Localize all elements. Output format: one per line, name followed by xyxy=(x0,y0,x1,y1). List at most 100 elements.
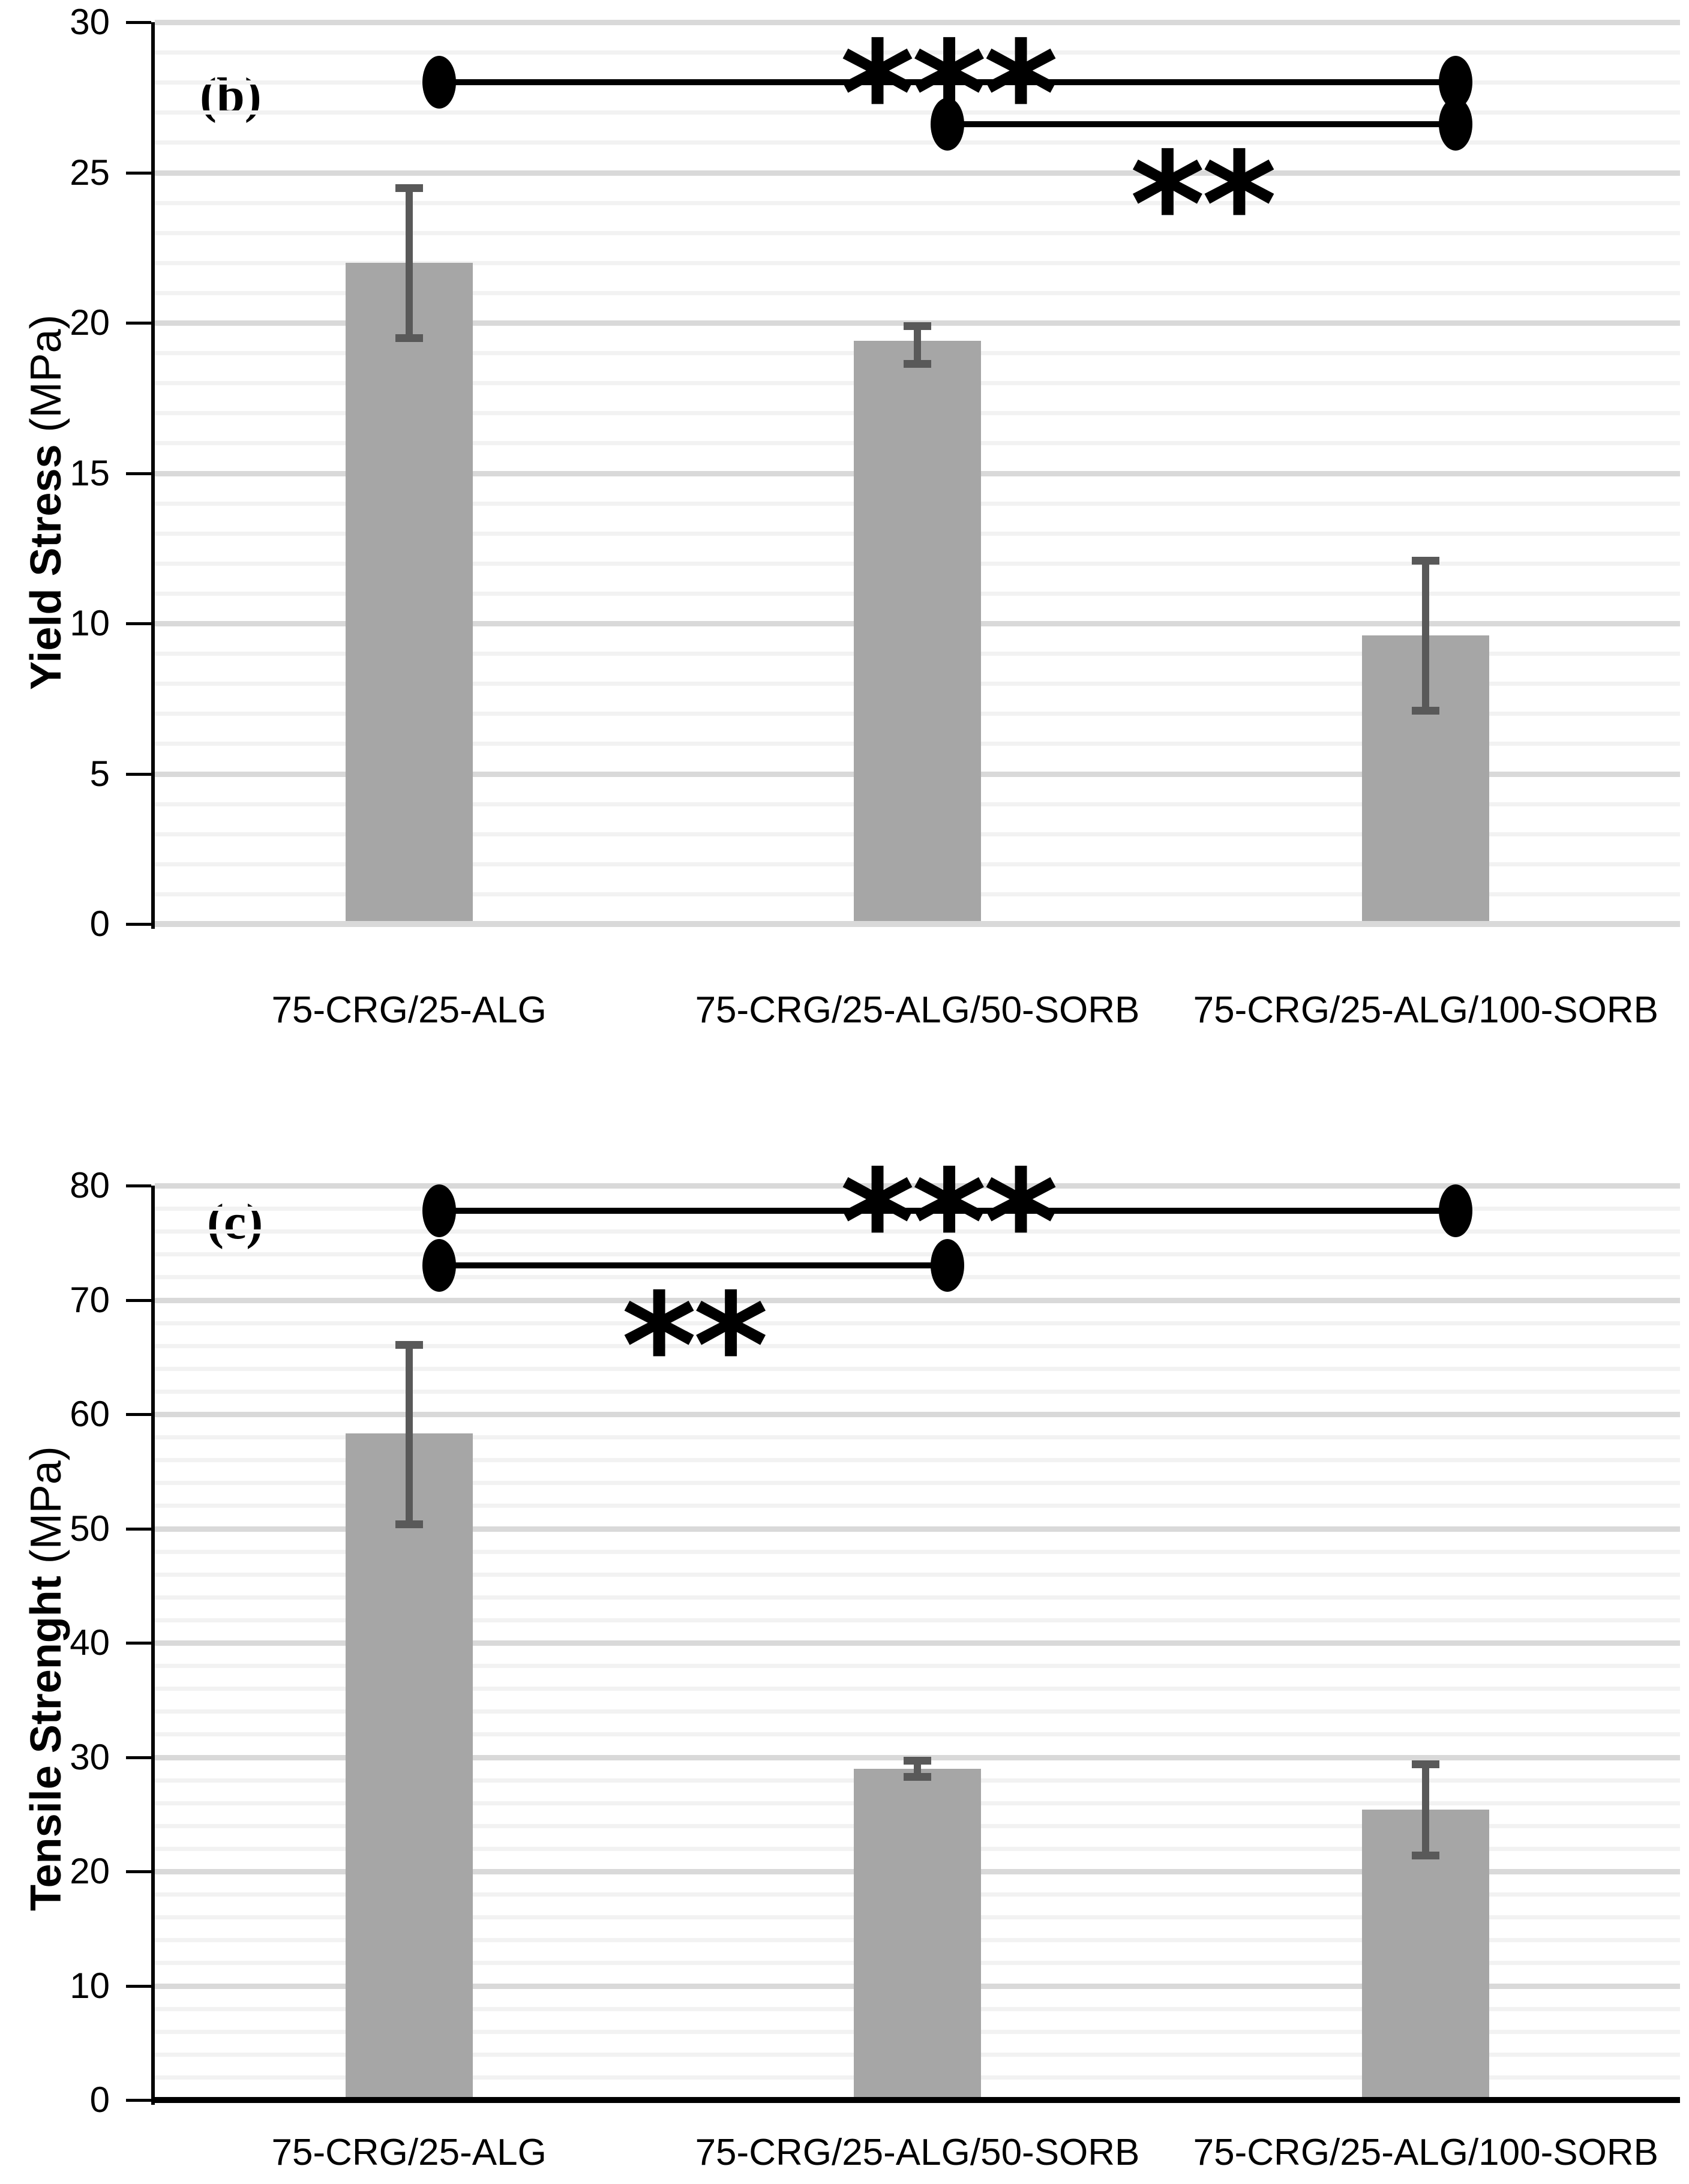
gridline-minor xyxy=(155,1595,1680,1600)
gridline-minor xyxy=(155,1366,1680,1371)
y-tick-label: 50 xyxy=(70,1508,110,1549)
gridline-major xyxy=(155,1526,1680,1532)
gridline-minor xyxy=(155,50,1680,55)
category-label: 75-CRG/25-ALG/50-SORB xyxy=(695,2132,1140,2173)
gridline-minor xyxy=(155,1458,1680,1463)
error-bar-cap-bottom xyxy=(904,359,931,368)
category-label: 75-CRG/25-ALG xyxy=(271,2132,547,2173)
gridline-minor xyxy=(155,260,1680,265)
category-label: 75-CRG/25-ALG/50-SORB xyxy=(695,989,1140,1031)
y-tick-label: 5 xyxy=(89,753,110,794)
gridline-major xyxy=(155,1412,1680,1417)
gridline-minor xyxy=(155,1504,1680,1508)
category-label: 75-CRG/25-ALG/100-SORB xyxy=(1193,2132,1658,2173)
y-tick xyxy=(126,1870,151,1873)
y-tick-label: 10 xyxy=(70,1965,110,2006)
y-tick-label: 15 xyxy=(70,452,110,493)
bar-75-CRG/25-ALG/50-SORB xyxy=(854,1768,981,2100)
y-tick xyxy=(126,923,151,926)
y-tick-label: 20 xyxy=(70,302,110,343)
gridline-major xyxy=(155,1297,1680,1303)
error-bar-cap-bottom xyxy=(395,1520,423,1528)
y-tick-label: 20 xyxy=(70,1851,110,1891)
y-tick-label: 80 xyxy=(70,1165,110,1205)
error-bar-whisker xyxy=(914,326,921,364)
bar-75-CRG/25-ALG xyxy=(345,1433,473,2100)
error-bar-cap-top xyxy=(395,1340,423,1349)
gridline-minor xyxy=(155,1343,1680,1348)
gridline-minor xyxy=(155,1618,1680,1622)
panel-label-c: (c) xyxy=(207,1194,263,1250)
y-tick xyxy=(126,1984,151,1988)
error-bar-cap-bottom xyxy=(904,1772,931,1781)
error-bar-cap-top xyxy=(904,1757,931,1765)
error-bar-whisker xyxy=(1422,560,1430,711)
y-tick-label: 30 xyxy=(70,2,110,42)
gridline-minor xyxy=(155,1664,1680,1669)
y-tick xyxy=(126,622,151,625)
gridline-minor xyxy=(155,1572,1680,1577)
y-tick xyxy=(126,1184,151,1187)
y-axis-line xyxy=(151,22,155,929)
significance-line xyxy=(439,79,1456,86)
gridline-minor xyxy=(155,1732,1680,1737)
gridline-major xyxy=(155,170,1680,176)
y-tick-label: 30 xyxy=(70,1736,110,1777)
significance-dot xyxy=(931,98,964,151)
y-tick xyxy=(126,1527,151,1531)
y-tick xyxy=(126,772,151,776)
bar-75-CRG/25-ALG/50-SORB xyxy=(854,341,981,924)
error-bar-cap-bottom xyxy=(395,334,423,343)
significance-dot xyxy=(931,1239,964,1292)
error-bar-whisker xyxy=(405,1344,413,1524)
y-tick-label: 10 xyxy=(70,603,110,643)
error-bar-whisker xyxy=(1422,1763,1430,1856)
y-tick xyxy=(126,1756,151,1759)
error-bar-cap-top xyxy=(395,184,423,192)
y-tick-label: 25 xyxy=(70,152,110,193)
y-tick xyxy=(126,2099,151,2102)
error-bar-cap-bottom xyxy=(1412,707,1440,715)
gridline-minor xyxy=(155,200,1680,205)
significance-dot xyxy=(422,56,456,109)
y-axis-line xyxy=(151,1186,155,2105)
category-label: 75-CRG/25-ALG/100-SORB xyxy=(1193,989,1658,1031)
significance-line xyxy=(439,1207,1456,1214)
significance-dot xyxy=(1439,1184,1473,1237)
y-tick xyxy=(126,1642,151,1645)
gridline-minor xyxy=(155,1709,1680,1714)
gridline-minor xyxy=(155,1549,1680,1554)
error-bar-cap-bottom xyxy=(1412,1852,1440,1860)
gridline-minor xyxy=(155,290,1680,295)
gridline-minor xyxy=(155,140,1680,145)
y-tick xyxy=(126,472,151,475)
y-tick xyxy=(126,1298,151,1302)
significance-label: ** xyxy=(1130,121,1277,290)
x-axis-baseline xyxy=(155,2097,1680,2103)
gridline-minor xyxy=(155,1435,1680,1440)
gridline-minor xyxy=(155,1252,1680,1257)
y-tick-label: 60 xyxy=(70,1394,110,1434)
significance-dot xyxy=(1439,98,1473,151)
x-axis-baseline xyxy=(155,921,1680,927)
y-tick xyxy=(126,322,151,325)
error-bar-cap-top xyxy=(904,322,931,330)
error-bar-cap-top xyxy=(1412,556,1440,565)
significance-dot xyxy=(422,1239,456,1292)
gridline-major xyxy=(155,1640,1680,1646)
y-tick-label: 70 xyxy=(70,1279,110,1320)
bar-75-CRG/25-ALG xyxy=(345,262,473,924)
error-bar-cap-top xyxy=(1412,1760,1440,1768)
gridline-minor xyxy=(155,1321,1680,1325)
gridline-minor xyxy=(155,1229,1680,1234)
gridline-minor xyxy=(155,110,1680,115)
y-tick xyxy=(126,1413,151,1416)
significance-line xyxy=(947,121,1456,128)
significance-dot xyxy=(422,1184,456,1237)
y-tick-label: 0 xyxy=(89,2080,110,2120)
gridline-minor xyxy=(155,1687,1680,1691)
gridline-minor xyxy=(155,1275,1680,1280)
y-tick-label: 40 xyxy=(70,1622,110,1663)
